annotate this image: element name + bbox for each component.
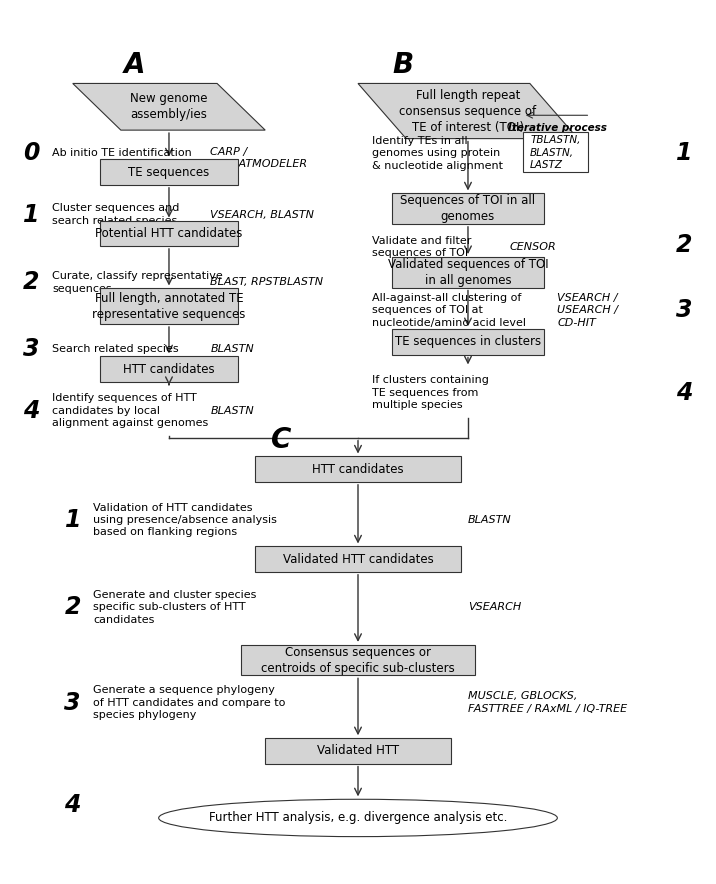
Text: 2: 2 (23, 271, 40, 294)
FancyBboxPatch shape (100, 159, 238, 185)
Text: New genome
assembly/ies: New genome assembly/ies (130, 92, 208, 121)
Text: 3: 3 (64, 690, 81, 714)
Text: Identify TEs in all
genomes using protein
& nucleotide alignment: Identify TEs in all genomes using protei… (372, 136, 503, 171)
Text: 4: 4 (676, 381, 693, 405)
Text: C: C (271, 426, 291, 454)
Text: TE sequences in clusters: TE sequences in clusters (395, 335, 541, 348)
Text: Further HTT analysis, e.g. divergence analysis etc.: Further HTT analysis, e.g. divergence an… (209, 812, 507, 825)
Text: Validate and filter
sequences of TOI: Validate and filter sequences of TOI (372, 236, 471, 258)
Text: MUSCLE, GBLOCKS,
FASTTREE / RAxML / IQ-TREE: MUSCLE, GBLOCKS, FASTTREE / RAxML / IQ-T… (468, 691, 627, 713)
FancyBboxPatch shape (392, 257, 543, 287)
Text: VSEARCH /
USEARCH /
CD-HIT: VSEARCH / USEARCH / CD-HIT (557, 293, 619, 328)
Text: BLASTN: BLASTN (211, 344, 254, 354)
Text: Search related species: Search related species (52, 344, 179, 354)
FancyBboxPatch shape (241, 644, 475, 675)
Text: 0: 0 (23, 141, 40, 165)
Text: A: A (124, 51, 145, 80)
Text: Generate a sequence phylogeny
of HTT candidates and compare to
species phylogeny: Generate a sequence phylogeny of HTT can… (93, 685, 286, 720)
Text: TBLASTN,
BLASTN,
LASTZ: TBLASTN, BLASTN, LASTZ (530, 135, 581, 170)
Text: Sequences of TOI in all
genomes: Sequences of TOI in all genomes (400, 194, 536, 223)
Text: Validated sequences of TOI
in all genomes: Validated sequences of TOI in all genome… (387, 258, 548, 286)
Text: 2: 2 (64, 596, 81, 620)
Text: 2: 2 (676, 233, 693, 257)
Text: Curate, classify representative
sequences: Curate, classify representative sequence… (52, 271, 223, 293)
Text: 4: 4 (23, 399, 40, 423)
Text: 4: 4 (64, 793, 81, 817)
Text: Full length repeat
consensus sequence of
TE of interest (TOI): Full length repeat consensus sequence of… (400, 88, 536, 133)
Text: Identify sequences of HTT
candidates by local
alignment against genomes: Identify sequences of HTT candidates by … (52, 393, 208, 428)
Text: VSEARCH: VSEARCH (468, 603, 521, 613)
FancyBboxPatch shape (100, 288, 238, 324)
Polygon shape (358, 83, 578, 139)
Text: Iterative process: Iterative process (508, 123, 606, 133)
Text: All-against-all clustering of
sequences of TOI at
nucleotide/amino acid level: All-against-all clustering of sequences … (372, 293, 526, 328)
FancyBboxPatch shape (392, 194, 543, 224)
Text: 3: 3 (23, 337, 40, 361)
Text: CARP /
REPEATMODELER: CARP / REPEATMODELER (211, 147, 307, 169)
Text: Ab initio TE identification: Ab initio TE identification (52, 149, 192, 158)
Text: Full length, annotated TE
representative sequences: Full length, annotated TE representative… (92, 292, 246, 321)
FancyBboxPatch shape (392, 329, 543, 354)
Text: TE sequences: TE sequences (128, 165, 210, 179)
Text: 3: 3 (676, 299, 693, 323)
FancyBboxPatch shape (100, 356, 238, 382)
FancyBboxPatch shape (100, 220, 238, 246)
Text: BLAST, RPSTBLASTN: BLAST, RPSTBLASTN (211, 278, 324, 287)
Text: CENSOR: CENSOR (509, 242, 556, 252)
Text: BLASTN: BLASTN (211, 406, 254, 415)
Text: Validation of HTT candidates
using presence/absence analysis
based on flanking r: Validation of HTT candidates using prese… (93, 503, 277, 537)
Text: 1: 1 (23, 202, 40, 226)
FancyBboxPatch shape (265, 738, 451, 764)
Text: Cluster sequences and
search related species: Cluster sequences and search related spe… (52, 203, 180, 225)
Text: HTT candidates: HTT candidates (312, 462, 404, 476)
Text: If clusters containing
TE sequences from
multiple species: If clusters containing TE sequences from… (372, 376, 488, 410)
Ellipse shape (159, 799, 557, 836)
Text: 1: 1 (64, 508, 81, 532)
Polygon shape (73, 83, 265, 130)
FancyBboxPatch shape (523, 133, 589, 172)
Text: Consensus sequences or
centroids of specific sub-clusters: Consensus sequences or centroids of spec… (261, 645, 455, 674)
Text: VSEARCH, BLASTN: VSEARCH, BLASTN (211, 210, 314, 219)
Text: B: B (392, 51, 413, 80)
Text: Potential HTT candidates: Potential HTT candidates (95, 226, 243, 240)
FancyBboxPatch shape (255, 546, 461, 572)
Text: BLASTN: BLASTN (468, 515, 512, 525)
Text: 1: 1 (676, 141, 693, 165)
Text: Validated HTT: Validated HTT (317, 744, 399, 758)
FancyBboxPatch shape (255, 456, 461, 482)
Text: Generate and cluster species
specific sub-clusters of HTT
candidates: Generate and cluster species specific su… (93, 591, 257, 625)
Text: Validated HTT candidates: Validated HTT candidates (283, 552, 433, 566)
Text: HTT candidates: HTT candidates (123, 362, 215, 376)
